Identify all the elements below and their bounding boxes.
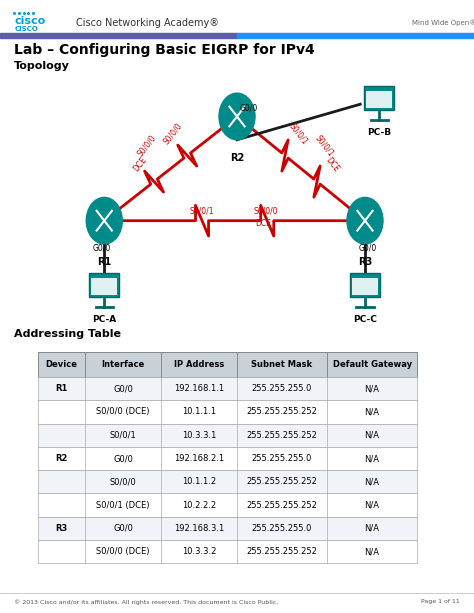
FancyBboxPatch shape [352, 278, 378, 295]
Text: Addressing Table: Addressing Table [14, 329, 121, 339]
Text: G0/0: G0/0 [239, 104, 258, 112]
Text: N/A: N/A [365, 478, 380, 486]
Text: CISCO: CISCO [14, 26, 38, 32]
Text: S0/0/0: S0/0/0 [136, 134, 158, 158]
Text: S0/0/0: S0/0/0 [110, 478, 137, 486]
Text: N/A: N/A [365, 547, 380, 556]
Text: DCE: DCE [323, 156, 340, 173]
Text: R1: R1 [55, 384, 68, 393]
FancyBboxPatch shape [89, 273, 119, 297]
Text: Device: Device [46, 360, 78, 369]
Text: Lab – Configuring Basic EIGRP for IPv4: Lab – Configuring Basic EIGRP for IPv4 [14, 44, 315, 57]
Bar [38, 493, 417, 517]
Text: 255.255.255.252: 255.255.255.252 [246, 408, 318, 416]
Text: S0/0/0: S0/0/0 [162, 121, 184, 146]
Text: 10.3.3.1: 10.3.3.1 [182, 431, 216, 440]
Text: 192.168.2.1: 192.168.2.1 [174, 454, 224, 463]
Text: R2: R2 [230, 153, 244, 163]
Text: 10.2.2.2: 10.2.2.2 [182, 501, 216, 509]
Bar [38, 424, 417, 447]
Text: S0/0/0: S0/0/0 [253, 207, 278, 215]
Circle shape [219, 93, 255, 140]
Text: cisco: cisco [14, 17, 46, 26]
Bar [38, 352, 417, 377]
Text: S0/0/0 (DCE): S0/0/0 (DCE) [97, 547, 150, 556]
Bar [38, 517, 417, 540]
Text: R2: R2 [55, 454, 68, 463]
Text: 10.1.1.2: 10.1.1.2 [182, 478, 216, 486]
Text: R1: R1 [97, 257, 111, 267]
Bar [0, 33, 237, 38]
FancyBboxPatch shape [350, 273, 380, 297]
Text: N/A: N/A [365, 454, 380, 463]
FancyBboxPatch shape [366, 91, 392, 108]
Text: IP Address: IP Address [174, 360, 224, 369]
Text: 255.255.255.252: 255.255.255.252 [246, 431, 318, 440]
Text: R3: R3 [55, 524, 68, 533]
Circle shape [347, 197, 383, 244]
Text: Interface: Interface [101, 360, 145, 369]
Text: S0/0/1: S0/0/1 [314, 134, 336, 158]
Bar [38, 447, 417, 470]
Text: DCE: DCE [255, 219, 271, 227]
FancyBboxPatch shape [365, 86, 394, 110]
Text: S0/0/1 (DCE): S0/0/1 (DCE) [97, 501, 150, 509]
Text: 192.168.1.1: 192.168.1.1 [174, 384, 224, 393]
Text: S0/0/1: S0/0/1 [110, 431, 137, 440]
Text: 10.3.3.2: 10.3.3.2 [182, 547, 216, 556]
Text: G0/0: G0/0 [113, 454, 133, 463]
Text: G0/0: G0/0 [113, 524, 133, 533]
FancyBboxPatch shape [91, 278, 117, 295]
Text: DCE: DCE [131, 156, 148, 173]
Text: Default Gateway: Default Gateway [333, 360, 411, 369]
Text: PC-C: PC-C [353, 314, 377, 324]
Bar [38, 400, 417, 424]
Text: G0/0: G0/0 [113, 384, 133, 393]
Bar [38, 540, 417, 563]
Text: 192.168.3.1: 192.168.3.1 [174, 524, 224, 533]
Text: G0/0: G0/0 [358, 243, 376, 252]
Text: 255.255.255.0: 255.255.255.0 [252, 524, 312, 533]
Text: N/A: N/A [365, 384, 380, 393]
Text: Page 1 of 11: Page 1 of 11 [421, 600, 460, 604]
Text: 10.1.1.1: 10.1.1.1 [182, 408, 216, 416]
Text: 255.255.255.252: 255.255.255.252 [246, 501, 318, 509]
Text: N/A: N/A [365, 431, 380, 440]
Text: R3: R3 [358, 257, 372, 267]
Text: 255.255.255.0: 255.255.255.0 [252, 384, 312, 393]
Text: N/A: N/A [365, 524, 380, 533]
Text: 255.255.255.0: 255.255.255.0 [252, 454, 312, 463]
Text: PC-B: PC-B [367, 128, 391, 137]
Bar [38, 470, 417, 493]
Text: Subnet Mask: Subnet Mask [252, 360, 312, 369]
Text: 255.255.255.252: 255.255.255.252 [246, 547, 318, 556]
Text: Topology: Topology [14, 61, 70, 70]
Text: Mind Wide Open®: Mind Wide Open® [412, 20, 474, 26]
Text: S0/0/1: S0/0/1 [288, 121, 310, 146]
Text: N/A: N/A [365, 408, 380, 416]
Text: S0/0/0 (DCE): S0/0/0 (DCE) [97, 408, 150, 416]
Text: 255.255.255.252: 255.255.255.252 [246, 478, 318, 486]
Bar [38, 377, 417, 400]
Text: Cisco Networking Academy®: Cisco Networking Academy® [76, 18, 219, 28]
Text: © 2013 Cisco and/or its affiliates. All rights reserved. This document is Cisco : © 2013 Cisco and/or its affiliates. All … [14, 599, 278, 605]
Bar [237, 33, 474, 38]
Circle shape [86, 197, 122, 244]
Text: N/A: N/A [365, 501, 380, 509]
Text: S0/0/1: S0/0/1 [189, 207, 214, 215]
Text: PC-A: PC-A [92, 314, 117, 324]
Text: G0/0: G0/0 [93, 243, 111, 252]
